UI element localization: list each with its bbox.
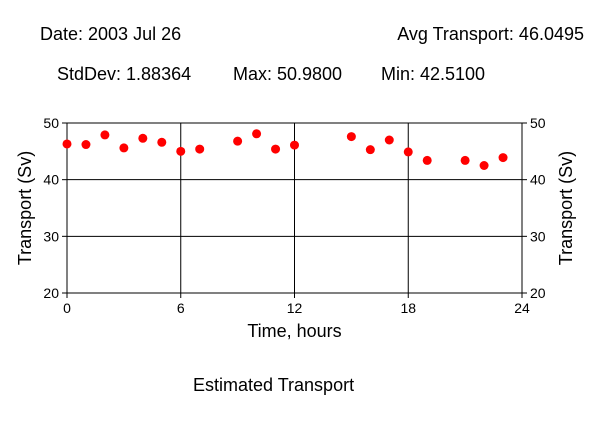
- data-point: [403, 147, 413, 157]
- x-tick-label: 0: [63, 300, 71, 316]
- data-point: [119, 143, 129, 153]
- chart-caption: Estimated Transport: [193, 375, 355, 395]
- y-tick-label-right: 20: [530, 285, 546, 301]
- y-tick-label-left: 20: [43, 285, 59, 301]
- data-point: [384, 135, 394, 145]
- data-point: [479, 161, 489, 170]
- y-tick-label-right: 50: [530, 115, 546, 131]
- date-label: Date: 2003 Jul 26: [40, 24, 182, 44]
- data-point: [100, 130, 110, 140]
- x-axis-label: Time, hours: [247, 321, 341, 341]
- y-tick-label-left: 50: [43, 115, 59, 131]
- data-point: [422, 155, 432, 165]
- y-axis-label-right: Transport (Sv): [556, 151, 576, 265]
- min-label: Min: 42.5100: [381, 64, 486, 84]
- data-point: [460, 155, 470, 165]
- x-tick-label: 6: [177, 300, 185, 316]
- data-point: [81, 140, 91, 150]
- data-point: [176, 146, 186, 156]
- y-tick-label-right: 40: [530, 172, 546, 188]
- max-label: Max: 50.9800: [233, 64, 343, 84]
- data-point: [365, 145, 375, 155]
- y-tick-label-left: 30: [43, 228, 59, 244]
- data-point: [290, 140, 299, 150]
- data-point: [195, 144, 205, 154]
- data-point: [62, 139, 72, 149]
- data-point: [498, 153, 508, 163]
- data-point: [271, 144, 281, 154]
- y-axis-label-left: Transport (Sv): [15, 151, 35, 265]
- y-tick-label-left: 40: [43, 172, 59, 188]
- y-tick-label-right: 30: [530, 228, 546, 244]
- data-point: [157, 137, 167, 147]
- stddev-label: StdDev: 1.88364: [57, 64, 192, 84]
- x-tick-label: 18: [400, 300, 416, 316]
- data-point: [138, 133, 148, 143]
- data-point: [233, 136, 243, 146]
- avg-transport-label: Avg Transport: 46.0495: [397, 24, 584, 44]
- data-point: [252, 129, 262, 139]
- x-tick-label: 12: [287, 300, 303, 316]
- data-point: [346, 132, 356, 142]
- x-tick-label: 24: [514, 300, 530, 316]
